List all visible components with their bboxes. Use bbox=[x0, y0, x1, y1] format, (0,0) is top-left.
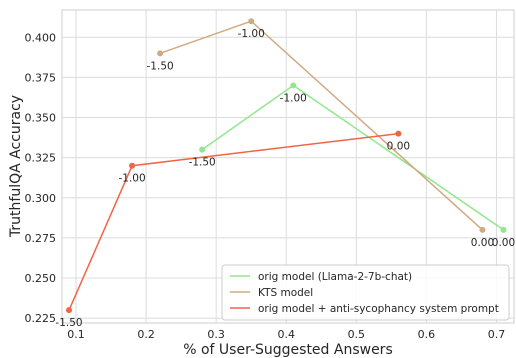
y-tick-label: 0.275 bbox=[25, 232, 57, 245]
y-tick-label: 0.400 bbox=[25, 31, 57, 44]
x-tick-label: 0.5 bbox=[348, 328, 366, 341]
x-tick-label: 0.4 bbox=[277, 328, 295, 341]
legend-box bbox=[221, 264, 510, 321]
x-tick-label: 0.6 bbox=[418, 328, 436, 341]
x-tick-label: 0.3 bbox=[207, 328, 225, 341]
data-point-label: -1.00 bbox=[238, 28, 265, 40]
data-point bbox=[290, 82, 297, 89]
data-point bbox=[248, 18, 255, 25]
data-point bbox=[395, 130, 402, 137]
data-point bbox=[199, 146, 206, 153]
data-point-label: -1.50 bbox=[147, 60, 174, 72]
y-tick-label: 0.350 bbox=[25, 112, 57, 125]
data-point bbox=[129, 162, 136, 169]
y-tick-label: 0.250 bbox=[25, 272, 57, 285]
y-tick-label: 0.325 bbox=[25, 152, 57, 165]
axis-ticks: 0.1 0.2 0.3 0.4 0.5 0.6 0.7 0.225 0.250 0.275 0.30… bbox=[25, 31, 506, 341]
data-point-label: -1.00 bbox=[280, 92, 307, 104]
data-point bbox=[500, 226, 507, 233]
y-tick-label: 0.375 bbox=[25, 71, 57, 84]
legend-entry: KTS model bbox=[258, 287, 313, 299]
data-point-label: -1.50 bbox=[189, 157, 216, 169]
y-axis-label: TruthfulQA Accuracy bbox=[8, 95, 24, 238]
x-tick-label: 0.1 bbox=[67, 328, 85, 341]
data-point bbox=[479, 226, 486, 233]
y-tick-label: 0.225 bbox=[25, 312, 57, 325]
legend-entry: orig model (Llama-2-7b-chat) bbox=[258, 271, 412, 283]
x-tick-label: 0.7 bbox=[488, 328, 506, 341]
point-labels: -1.50 -1.00 0.00 -1.50 -1.00 0.00 -1.50 -1.00 0.… bbox=[55, 28, 515, 329]
data-point-label: 0.00 bbox=[492, 237, 515, 249]
x-axis-label: % of User-Suggested Answers bbox=[183, 342, 393, 358]
legend-entry: orig model + anti-sycophancy system prom… bbox=[258, 303, 499, 315]
data-point-label: 0.00 bbox=[387, 141, 410, 153]
data-point bbox=[66, 307, 73, 314]
data-point-label: 0.00 bbox=[471, 237, 494, 249]
legend: orig model (Llama-2-7b-chat) KTS model ori… bbox=[221, 264, 510, 321]
y-tick-label: 0.300 bbox=[25, 192, 57, 205]
data-point bbox=[157, 50, 164, 57]
data-point-label: -1.50 bbox=[55, 317, 82, 329]
series-lines bbox=[66, 18, 507, 314]
x-tick-label: 0.2 bbox=[137, 328, 155, 341]
data-point-label: -1.00 bbox=[118, 173, 145, 185]
